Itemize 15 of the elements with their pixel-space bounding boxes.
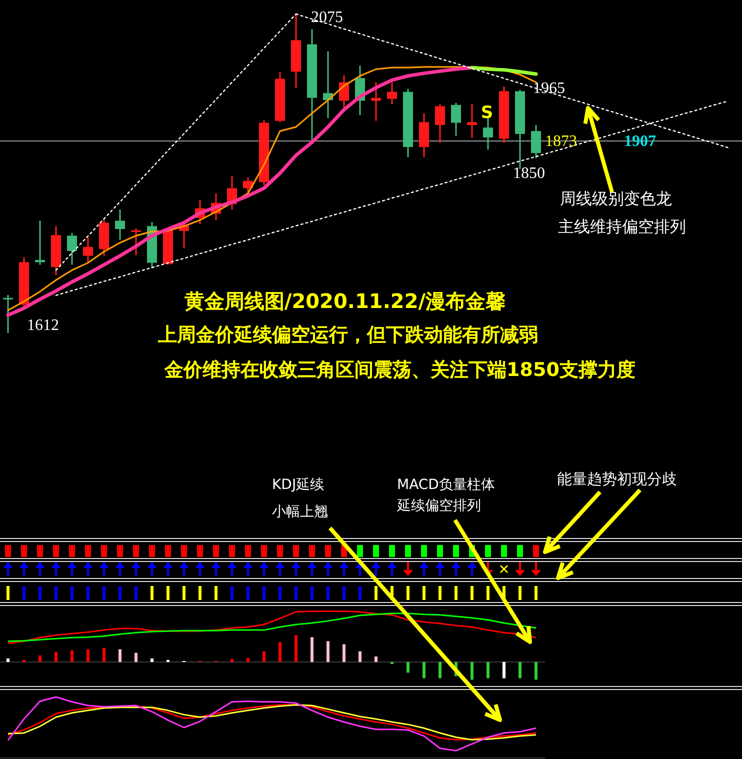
annotation: 1965 [533, 80, 565, 97]
annotation: 2075 [311, 9, 343, 26]
annotation: 1850 [513, 165, 545, 182]
annotation: 主线维持偏空排列 [558, 217, 686, 236]
text: KDJ延续 [272, 477, 324, 493]
annotation: 周线级别变色龙 [560, 189, 672, 208]
text: 黄金周线图/2020.11.22/漫布金馨 [183, 289, 506, 313]
text: 能量趋势初现分歧 [557, 470, 677, 488]
text: 金价维持在收敛三角区间震荡、关注下端1850支撑力度 [164, 359, 636, 381]
text: 上周金价延续偏空运行，但下跌动能有所减弱 [157, 324, 538, 346]
text: 小幅上翘 [272, 504, 328, 520]
text: MACD负量柱体 [397, 477, 495, 493]
annotation: S [480, 103, 494, 123]
text: 延续偏空排列 [396, 498, 481, 514]
annotation: 1612 [27, 317, 59, 334]
